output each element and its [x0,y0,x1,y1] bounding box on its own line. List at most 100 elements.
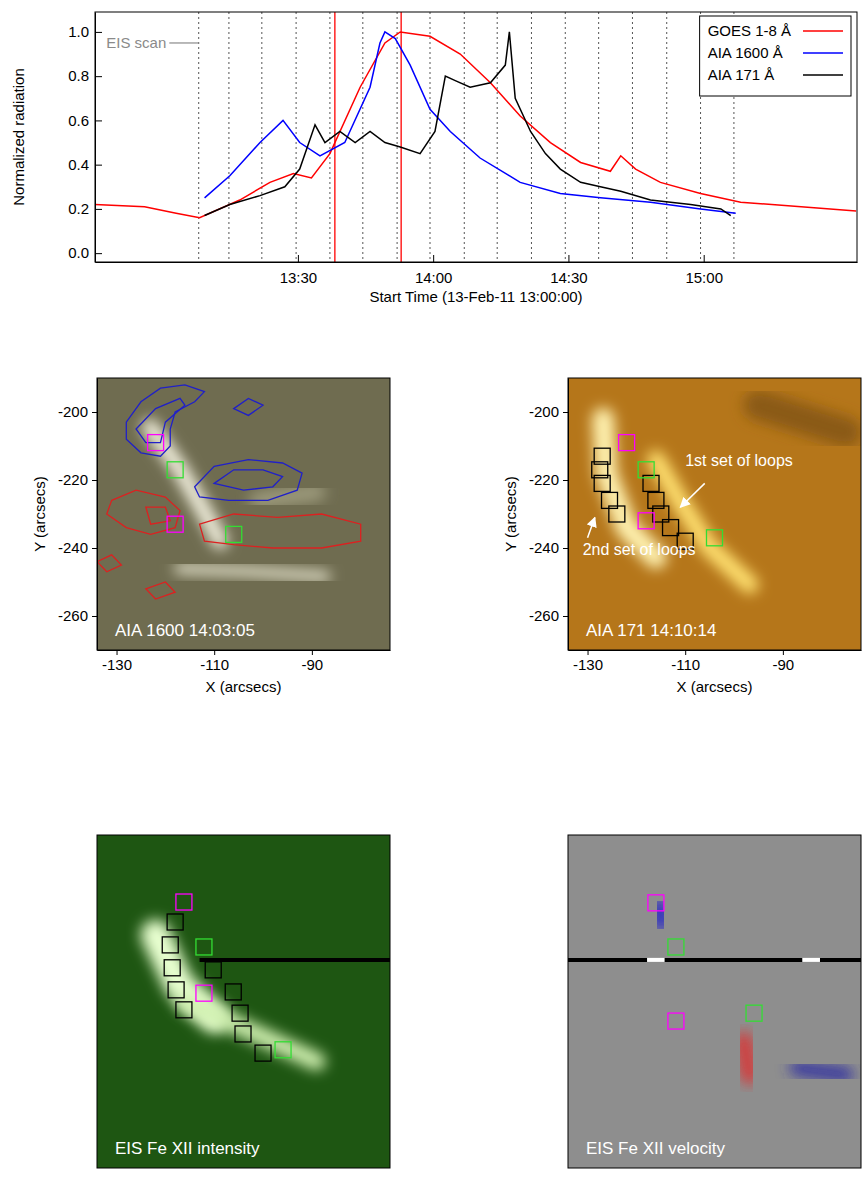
contour [146,582,175,599]
region-box [255,1045,271,1061]
image-feature [656,460,750,585]
tick: -110 [671,650,700,673]
data-gap-bar [647,958,665,962]
tick-mark [298,255,299,262]
figure: 13:3014:0014:3015:000.00.20.40.60.81.0St… [0,0,865,1184]
panel-frame [568,378,861,650]
contour [214,470,282,490]
image-area [568,835,861,1168]
tick: 14:30 [550,255,588,286]
region-box [167,516,183,532]
tick: 0.0 [68,244,102,261]
tick-label: -240 [58,539,88,556]
annotation: 1st set of loops [685,452,793,469]
scan-line [598,12,599,262]
region-box [167,462,183,478]
axis-line [568,379,569,651]
data-gap-bar [820,958,861,962]
annotation-leader [169,42,198,43]
data-gap-bar [802,958,820,962]
axis-line [98,650,391,651]
scan-line [464,12,465,262]
tick: -110 [200,650,229,673]
tick-mark [92,616,97,617]
region-box [176,894,192,910]
region-box [162,937,178,953]
scan-line [228,12,229,262]
panel-title: EIS Fe XII intensity [115,1139,260,1158]
x-axis: -130 -110 -90 [98,650,391,673]
panel-frame [97,835,390,1168]
tick-mark [117,650,118,655]
tick: -90 [773,650,795,673]
contour [97,555,121,572]
tick-label: 14:00 [415,269,453,286]
series-line [95,32,856,218]
tick-mark [95,253,102,254]
y-axis: -260-240-220-200 [58,379,98,651]
tick-label: -130 [102,656,132,673]
scan-line [666,12,667,262]
tick-mark [92,548,97,549]
legend-swatch [803,30,843,32]
tick: 15:00 [685,255,723,286]
region-box [638,513,654,529]
region-box [225,984,241,1000]
tick: 13:30 [280,255,318,286]
tick-mark [433,255,434,262]
region-box [196,985,212,1001]
tick: -260 [58,607,97,624]
tick: -240 [529,539,568,556]
series-line [205,32,731,216]
region-box [668,939,684,955]
tick-label: 13:30 [280,269,318,286]
image-feature [103,973,390,997]
panel-frame [97,378,390,650]
tick: 14:00 [415,255,453,286]
tick-label: 15:00 [685,269,723,286]
image-feature [797,1068,847,1075]
region-box [609,506,625,522]
tick-label: 0.0 [68,244,89,261]
tick: -200 [529,403,568,420]
legend: GOES 1-8 ÅAIA 1600 ÅAIA 171 Å [700,16,851,96]
region-box [148,435,164,451]
tick: 0.2 [68,200,102,217]
tick-label: 14:30 [550,269,588,286]
scan-line [329,12,330,262]
legend-swatch [803,52,843,54]
legend-swatch [803,74,843,76]
axis-line [97,379,98,651]
region-box [196,939,212,955]
image-feature [185,1002,317,1062]
contour [195,460,302,501]
tick-label: -130 [573,656,603,673]
tick-mark [92,480,97,481]
data-gap-bar [200,958,390,962]
tick-mark [685,650,686,655]
annotation-arrow [588,517,595,537]
scan-line [397,12,398,262]
axis-line [95,13,96,263]
image-background [97,378,390,650]
axis-line [96,262,858,263]
contour [200,514,361,548]
plot-background [95,12,857,262]
tick-mark [568,255,569,262]
tick-label: 0.2 [68,200,89,217]
scan-line [497,12,498,262]
y-axis: -260-240-220-200 [529,379,569,651]
annotation: 2nd set of loops [583,541,696,558]
image-background [568,378,861,650]
tick-mark [704,255,705,262]
tick-label: -200 [58,403,88,420]
contour [107,490,180,534]
figure-root: 13:3014:0014:3015:000.00.20.40.60.81.0St… [0,0,865,1184]
series-line [205,32,736,213]
tick-mark [563,412,568,413]
region-box [164,960,180,976]
image-area [97,378,390,650]
region-box [648,895,664,911]
tick: -90 [302,650,324,673]
tick: -130 [573,650,603,673]
